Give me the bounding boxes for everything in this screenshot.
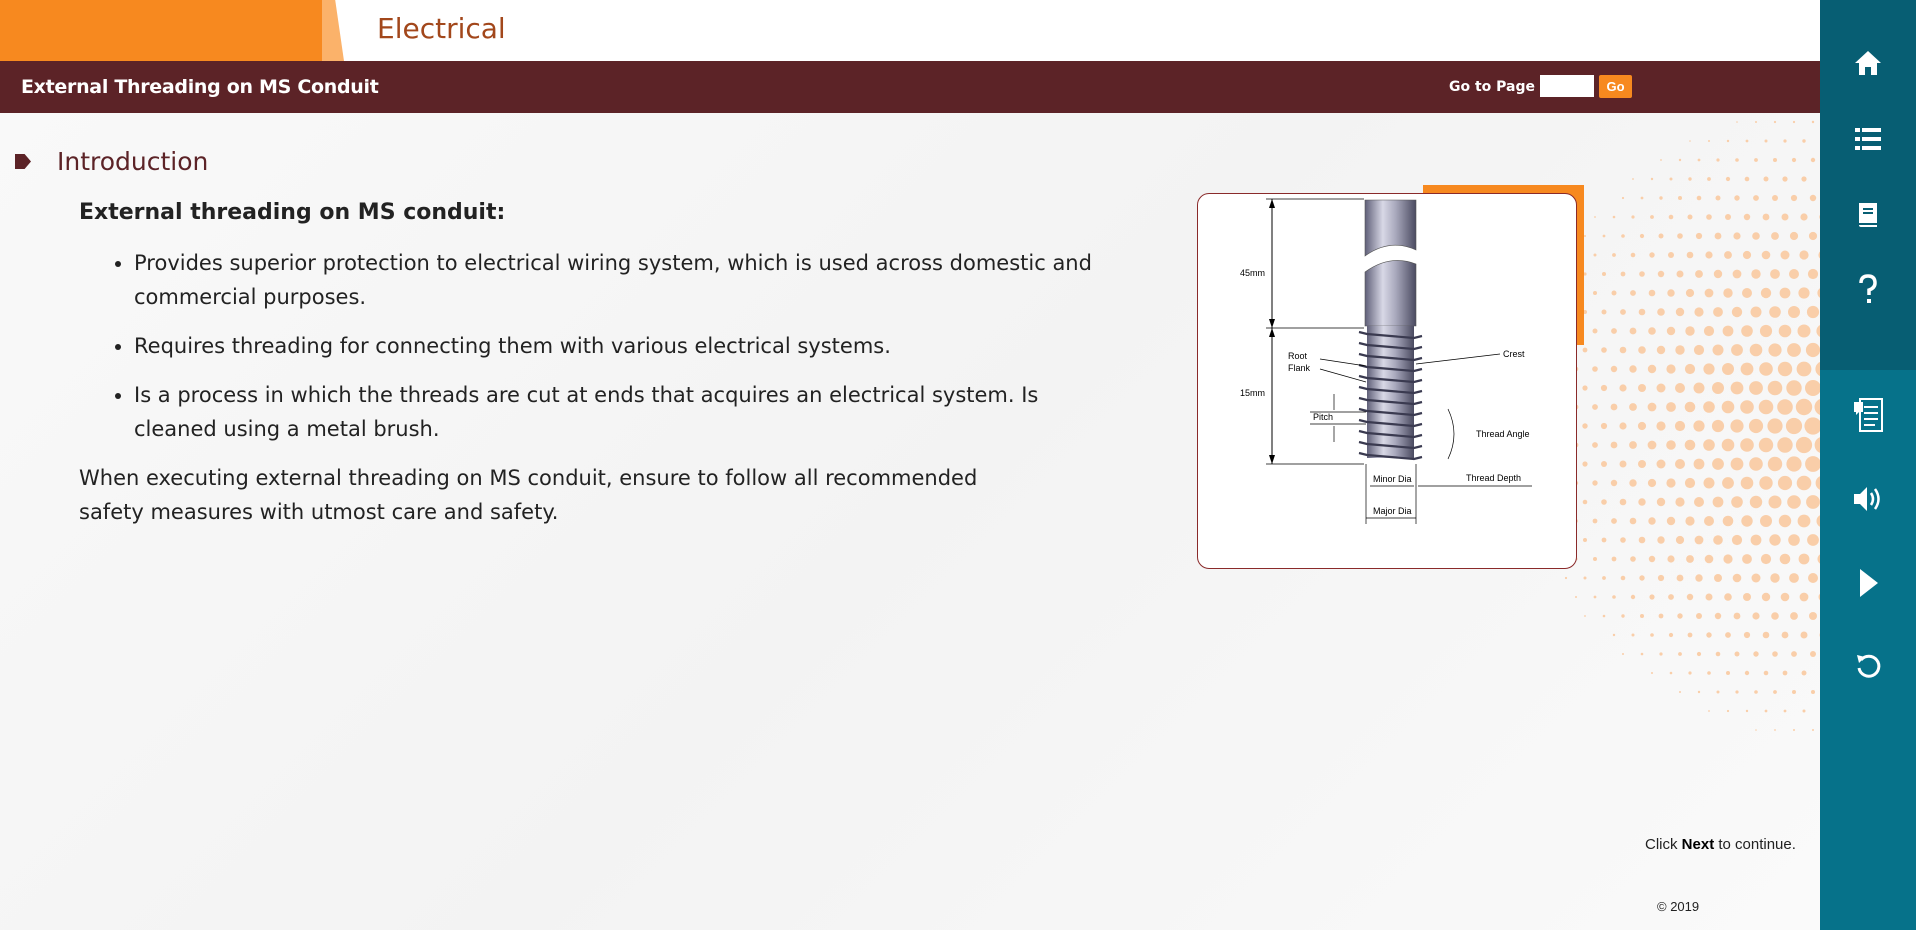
- transcript-icon: [1854, 398, 1883, 432]
- replay-button[interactable]: [1843, 641, 1893, 691]
- section-marker-icon: [15, 154, 31, 169]
- label-flank: Flank: [1288, 363, 1311, 373]
- goto-page-label: Go to Page :: [1449, 79, 1546, 95]
- label-pitch: Pitch: [1313, 412, 1333, 422]
- help-button[interactable]: [1843, 265, 1893, 315]
- label-major-dia: Major Dia: [1373, 506, 1412, 516]
- label-thread-depth: Thread Depth: [1466, 473, 1521, 483]
- thread-diagram: 45mm 15mm Root Flank Crest Pitch Thread …: [1197, 193, 1577, 569]
- glossary-book-icon: [1859, 203, 1877, 227]
- audio-icon: [1854, 487, 1880, 511]
- go-button[interactable]: Go: [1599, 75, 1632, 98]
- menu-list-icon: [1855, 128, 1881, 150]
- label-minor-dia: Minor Dia: [1373, 474, 1412, 484]
- label-crest: Crest: [1503, 349, 1525, 359]
- list-item: Is a process in which the threads are cu…: [134, 378, 1094, 446]
- audio-button[interactable]: [1843, 474, 1893, 524]
- page-title: External Threading on MS Conduit: [21, 76, 379, 98]
- continue-hint: Click Next to continue.: [1645, 836, 1796, 853]
- transcript-button[interactable]: [1843, 389, 1893, 439]
- section-heading: Introduction: [57, 147, 209, 176]
- safety-paragraph: When executing external threading on MS …: [79, 466, 978, 524]
- label-root: Root: [1288, 351, 1308, 361]
- label-thread-angle: Thread Angle: [1476, 429, 1530, 439]
- page-title-bar: [0, 61, 1820, 113]
- next-button[interactable]: [1843, 558, 1893, 608]
- list-item: Requires threading for connecting them w…: [134, 329, 1094, 363]
- thread-diagram-svg: 45mm 15mm Root Flank Crest Pitch Thread …: [1240, 198, 1532, 524]
- module-title: Electrical: [377, 12, 506, 45]
- help-icon: [1859, 274, 1877, 303]
- goto-page-input[interactable]: [1540, 75, 1594, 97]
- subheading: External threading on MS conduit:: [79, 200, 506, 225]
- copyright: © 2019: [1657, 899, 1700, 914]
- label-15mm: 15mm: [1240, 388, 1265, 398]
- replay-icon: [1857, 654, 1881, 678]
- decorative-dots: [1518, 120, 1820, 731]
- home-icon: [1855, 51, 1881, 75]
- home-button[interactable]: [1843, 38, 1893, 88]
- list-item: Provides superior protection to electric…: [134, 246, 1094, 314]
- brand-tab: [0, 0, 332, 61]
- next-icon: [1860, 569, 1878, 597]
- menu-button[interactable]: [1843, 114, 1893, 164]
- bullet-list: Provides superior protection to electric…: [104, 246, 1094, 461]
- glossary-button[interactable]: [1843, 190, 1893, 240]
- sidebar: [1820, 0, 1916, 930]
- label-45mm: 45mm: [1240, 268, 1265, 278]
